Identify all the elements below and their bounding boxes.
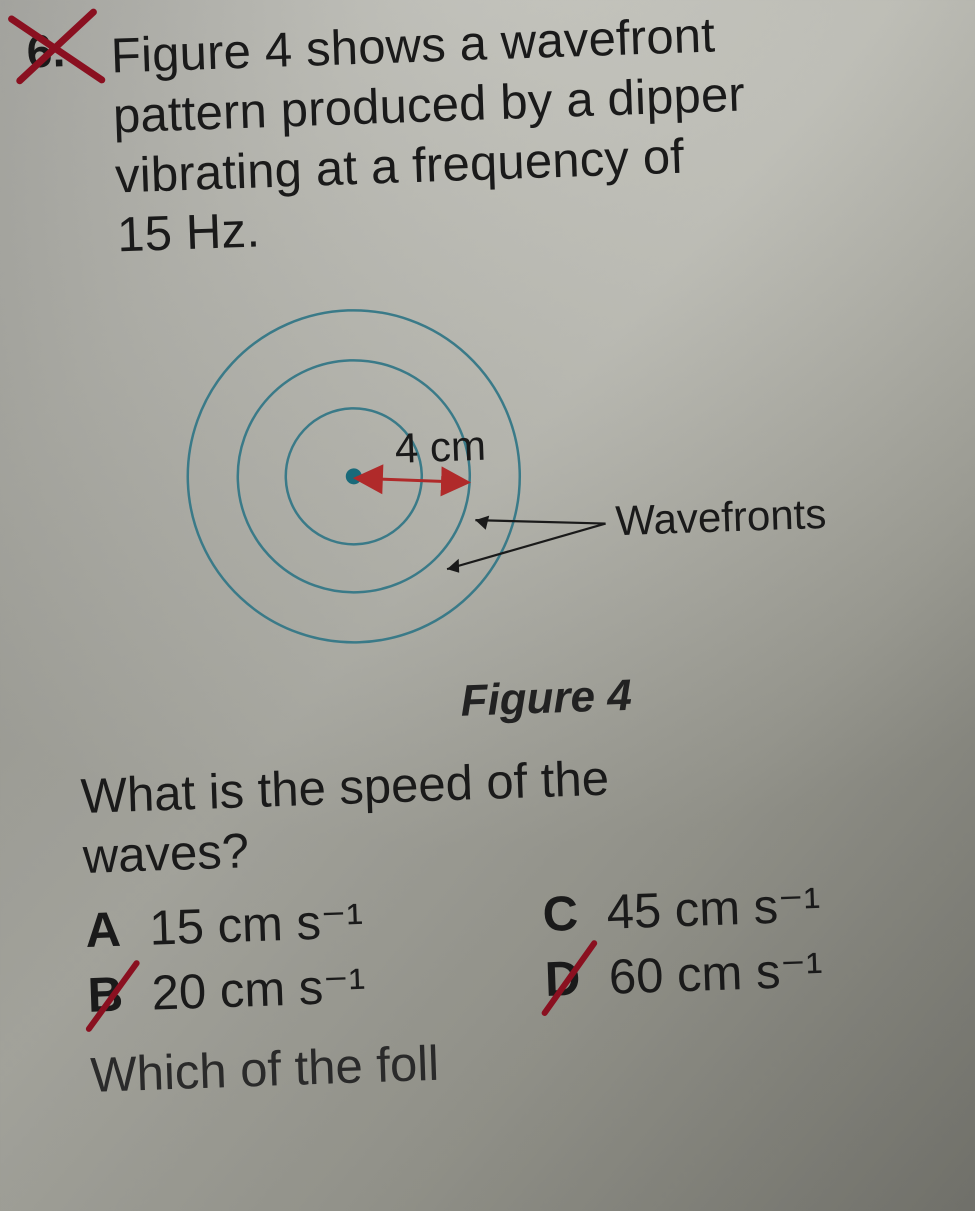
option-letter: B [87, 966, 129, 1023]
wavefronts-label: Wavefronts [614, 490, 826, 544]
option-c: C 45 cm s⁻¹ [542, 871, 967, 943]
question-number: 6. [26, 24, 66, 77]
option-letter: D [544, 950, 586, 1007]
question-text: Figure 4 shows a wavefront pattern produ… [110, 0, 943, 266]
sub-question: What is the speed of the waves? [80, 737, 965, 887]
measurement-label: 4 cm [393, 422, 486, 472]
option-letter: C [542, 885, 584, 942]
wavefront-diagram: 4 cm Wavefronts [87, 267, 920, 675]
option-a: A 15 cm s⁻¹ [84, 887, 509, 959]
question-block: 6. Figure 4 shows a wavefront pattern pr… [40, 0, 972, 1100]
option-letter: A [84, 901, 126, 958]
option-value: 60 cm s⁻¹ [608, 941, 824, 1005]
option-value: 45 cm s⁻¹ [606, 876, 822, 940]
figure-wrap: 4 cm Wavefronts Figure 4 [49, 266, 959, 741]
option-b: B 20 cm s⁻¹ [87, 952, 512, 1024]
option-value: 20 cm s⁻¹ [151, 957, 367, 1021]
cutoff-next-question: Which of the foll [90, 1017, 972, 1100]
question-number-wrap: 6. [26, 23, 66, 78]
figure-caption: Figure 4 [460, 671, 633, 727]
option-d: D 60 cm s⁻¹ [544, 936, 969, 1008]
option-value: 15 cm s⁻¹ [148, 892, 364, 956]
options-grid: A 15 cm s⁻¹ C 45 cm s⁻¹ B 20 cm s⁻¹ D 60… [84, 871, 969, 1024]
